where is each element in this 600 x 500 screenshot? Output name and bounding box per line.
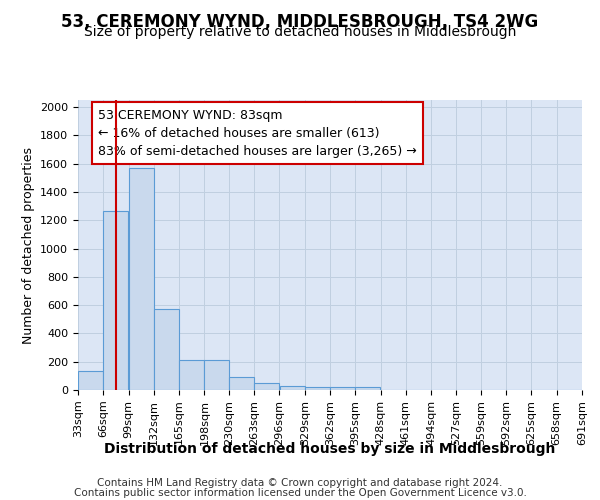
- Bar: [305, 387, 330, 390]
- Text: Contains HM Land Registry data © Crown copyright and database right 2024.: Contains HM Land Registry data © Crown c…: [97, 478, 503, 488]
- Text: 53 CEREMONY WYND: 83sqm
← 16% of detached houses are smaller (613)
83% of semi-d: 53 CEREMONY WYND: 83sqm ← 16% of detache…: [98, 108, 417, 158]
- Bar: [78, 371, 103, 390]
- Bar: [355, 387, 380, 390]
- Bar: [205, 360, 229, 390]
- Bar: [330, 387, 355, 390]
- Text: 53, CEREMONY WYND, MIDDLESBROUGH, TS4 2WG: 53, CEREMONY WYND, MIDDLESBROUGH, TS4 2W…: [61, 12, 539, 30]
- Bar: [179, 360, 204, 390]
- Bar: [280, 386, 305, 390]
- Bar: [229, 376, 254, 390]
- Bar: [103, 211, 128, 390]
- Bar: [254, 383, 280, 390]
- Text: Contains public sector information licensed under the Open Government Licence v3: Contains public sector information licen…: [74, 488, 526, 498]
- Text: Distribution of detached houses by size in Middlesbrough: Distribution of detached houses by size …: [104, 442, 556, 456]
- Bar: [154, 310, 179, 390]
- Y-axis label: Number of detached properties: Number of detached properties: [22, 146, 35, 344]
- Bar: [128, 168, 154, 390]
- Text: Size of property relative to detached houses in Middlesbrough: Size of property relative to detached ho…: [84, 25, 516, 39]
